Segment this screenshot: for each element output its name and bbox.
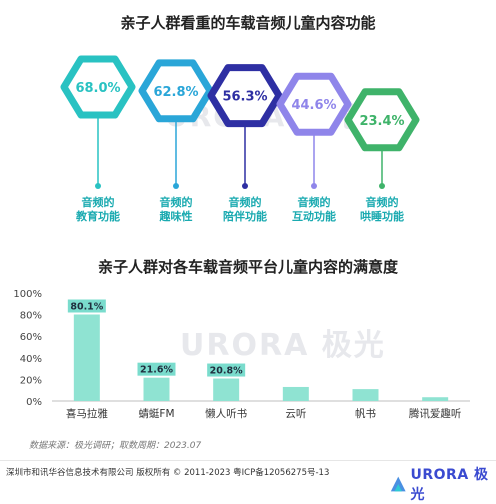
hex-value-label: 62.8% <box>153 85 198 100</box>
hex-value-label: 68.0% <box>75 81 120 96</box>
hex-connector-dot <box>379 183 385 189</box>
hex-chart-svg: 68.0% 62.8% 56.3% 44.6% 23.4% <box>60 55 420 189</box>
bar-value-label: 21.6% <box>140 365 173 376</box>
bar-value-label: 80.1% <box>70 301 103 312</box>
footer-divider <box>0 460 496 461</box>
bar-value-badge <box>207 363 246 377</box>
hex-category-label-line: 音频的 <box>159 196 193 209</box>
hex-mark <box>276 72 352 136</box>
aurora-logo-icon <box>390 476 406 492</box>
hex-connector-dot <box>311 183 317 189</box>
bar <box>143 377 170 401</box>
hex-connector-dot <box>242 183 248 189</box>
hex-mark <box>138 59 214 123</box>
x-tick-label: 懒人听书 <box>205 407 247 420</box>
x-tick-label: 腾讯爱趣听 <box>409 407 462 420</box>
data-source: 数据来源：极光调研；取数周期：2023.07 <box>29 441 202 451</box>
y-tick-label: 0% <box>26 397 42 408</box>
hex-category-label-line: 趣味性 <box>159 210 193 223</box>
bar <box>213 378 240 401</box>
bar-chart-svg: 0% 20% 40% 60% 80% 100% 80.1% 喜马拉雅 21.6% 蜻蜓FM 20.8… <box>13 289 470 420</box>
watermark-bottom: URORA 极光 <box>180 328 386 363</box>
hex-connector-dot <box>173 183 179 189</box>
x-tick-label: 云听 <box>285 408 306 420</box>
hex-value-label: 44.6% <box>291 98 336 113</box>
aurora-logo: URORA 极光 <box>389 464 496 504</box>
x-tick-label: 帆书 <box>355 407 376 420</box>
hex-category-label-line: 音频的 <box>228 196 262 209</box>
hex-category-label-line: 音频的 <box>81 196 115 209</box>
hex-category-label-line: 教育功能 <box>76 210 120 223</box>
hex-category-label-line: 音频的 <box>365 196 399 209</box>
hex-value-label: 56.3% <box>222 90 267 105</box>
hex-mark <box>344 88 420 152</box>
satisfaction-bar-chart: 0% 20% 40% 60% 80% 100% 80.1% 喜马拉雅 21.6% 蜻蜓FM 20.8… <box>0 283 496 433</box>
y-tick-label: 80% <box>20 311 42 322</box>
x-tick-label: 喜马拉雅 <box>66 407 108 420</box>
hex-category-label: 音频的 趣味性 <box>136 196 216 224</box>
bar-value-badge <box>137 362 176 376</box>
bar-value-badge <box>67 299 106 313</box>
hex-category-label-line: 互动功能 <box>292 210 336 223</box>
bar <box>352 389 379 401</box>
y-tick-label: 100% <box>13 289 42 300</box>
aurora-logo-text: URORA 极光 <box>410 467 489 503</box>
hex-category-label: 音频的 教育功能 <box>58 196 138 224</box>
bar <box>422 397 449 401</box>
hex-category-label-line: 陪伴功能 <box>223 210 267 223</box>
hex-category-label-line: 音频的 <box>297 196 331 209</box>
hex-category-label-line: 哄睡功能 <box>360 210 404 223</box>
bottom-chart-title: 亲子人群对各车载音频平台儿童内容的满意度 <box>97 258 398 276</box>
y-tick-label: 40% <box>20 354 42 365</box>
y-tick-label: 20% <box>20 375 42 386</box>
x-tick-label: 蜻蜓FM <box>138 407 174 420</box>
bar <box>73 314 100 401</box>
hex-connector-dot <box>95 183 101 189</box>
hex-category-label: 音频的 哄睡功能 <box>342 196 422 224</box>
hex-category-label: 音频的 互动功能 <box>274 196 354 224</box>
hex-value-label: 23.4% <box>359 114 404 129</box>
hex-category-label: 音频的 陪伴功能 <box>205 196 285 224</box>
feature-hex-chart: 68.0% 62.8% 56.3% 44.6% 23.4% 音频的 教育功能 音频的 趣味性 音频… <box>0 40 496 240</box>
hex-mark <box>60 55 136 119</box>
bar-value-label: 20.8% <box>210 366 243 377</box>
copyright-text: 深圳市和讯华谷信息技术有限公司 版权所有 © 2011-2023 粤ICP备12… <box>6 468 330 478</box>
bar <box>282 386 309 401</box>
hex-mark <box>207 64 283 128</box>
top-chart-title: 亲子人群看重的车载音频儿童内容功能 <box>120 14 376 32</box>
y-tick-label: 60% <box>20 332 42 343</box>
